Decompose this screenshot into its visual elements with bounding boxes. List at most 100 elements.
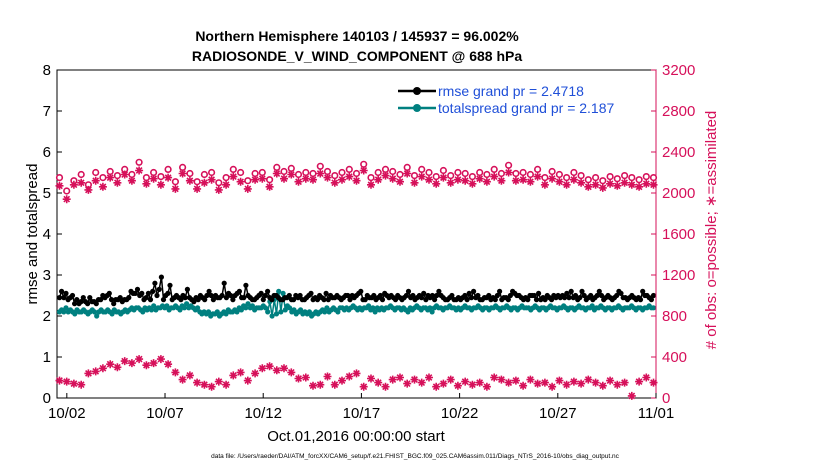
rmse-point [371, 292, 377, 299]
obs-possible-point [439, 166, 448, 175]
rmse-point [61, 295, 67, 301]
rmse-point [106, 290, 112, 296]
rmse-point [191, 299, 197, 305]
obs-possible-point [628, 174, 636, 182]
obs-possible-point [403, 163, 411, 171]
obs-assimilated-lower-point [620, 378, 629, 387]
obs-assimilated-lower-point [301, 373, 310, 382]
rmse-point [362, 297, 368, 303]
rmse-point [265, 288, 271, 294]
obs-possible-point [352, 169, 361, 178]
rmse-point [156, 286, 162, 292]
spread-point [291, 307, 297, 313]
obs-possible-point [309, 169, 317, 178]
obs-assimilated-lower-point [149, 359, 158, 368]
obs-assimilated-point [642, 179, 651, 188]
obs-possible-point [476, 168, 484, 177]
obs-possible-point [63, 187, 71, 195]
y2-tick-label: 1600 [662, 226, 695, 243]
obs-possible-point [164, 165, 172, 173]
obs-assimilated-point [526, 177, 535, 186]
rmse-point [497, 288, 503, 294]
legend-label-spread: totalspread grand pr = 2.187 [438, 100, 615, 116]
obs-possible-point [55, 174, 64, 182]
obs-assimilated-lower-point [135, 355, 144, 364]
obs-assimilated-lower-point [62, 377, 71, 386]
obs-possible-point [577, 172, 585, 180]
obs-possible-point [294, 170, 303, 179]
rmse-point [262, 292, 268, 299]
obs-assimilated-lower-point [410, 375, 419, 384]
rmse-point [462, 292, 468, 299]
legend: rmse grand pr = 2.4718 totalspread grand… [398, 83, 615, 116]
obs-assimilated-point [475, 174, 484, 183]
obs-assimilated-lower-point [381, 382, 390, 391]
spread-point [282, 307, 288, 313]
obs-assimilated-lower-point [511, 376, 520, 385]
obs-assimilated-lower-point [417, 378, 426, 387]
obs-assimilated-point [562, 180, 571, 189]
obs-assimilated-point [280, 174, 288, 183]
obs-assimilated-lower-point [598, 381, 607, 390]
y2-tick-label: 1200 [662, 267, 695, 284]
obs-possible-point [649, 174, 658, 182]
rmse-point [117, 295, 123, 301]
obs-possible-point [606, 173, 614, 181]
obs-assimilated-point [606, 179, 615, 188]
rmse-point [392, 297, 399, 303]
rmse-point [269, 297, 275, 303]
obs-assimilated-lower-point [533, 379, 542, 388]
obs-possible-point [338, 168, 346, 177]
obs-assimilated-lower-point [584, 375, 593, 384]
obs-possible-point [410, 172, 419, 180]
obs-possible-point [331, 172, 339, 180]
chart-title-line-2: RADIOSONDE_V_WIND_COMPONENT @ 688 hPa [192, 48, 522, 64]
rmse-point [525, 297, 531, 303]
obs-possible-point [620, 172, 629, 180]
rmse-point [210, 297, 216, 303]
obs-assimilated-lower-point [316, 380, 325, 389]
rmse-point [184, 286, 190, 292]
obs-assimilated-point [294, 177, 303, 186]
obs-assimilated-lower-point [642, 373, 651, 382]
rmse-point [132, 290, 138, 296]
rmse-point [377, 292, 383, 299]
rmse-point [588, 292, 594, 299]
y2-tick-label: 0 [662, 390, 670, 407]
obs-assimilated-lower-point [569, 377, 578, 386]
obs-possible-point [468, 173, 477, 181]
rmse-point [74, 297, 80, 303]
obs-assimilated-point [540, 180, 549, 189]
obs-assimilated-lower-point [482, 382, 491, 391]
obs-possible-point [584, 176, 592, 184]
rmse-point [72, 301, 78, 307]
obs-assimilated-point [439, 173, 448, 182]
x-tick-label: 10/12 [244, 405, 282, 422]
rmse-point [219, 292, 225, 299]
rmse-point [614, 292, 620, 299]
obs-assimilated-point [229, 172, 238, 181]
rmse-point [358, 288, 364, 294]
obs-assimilated-lower-point [106, 360, 115, 369]
obs-possible-point [505, 161, 513, 169]
rmse-point [139, 290, 145, 296]
rmse-point [321, 297, 327, 303]
rmse-point [637, 297, 644, 303]
spread-point [335, 309, 341, 315]
spread-point [223, 311, 229, 317]
obs-assimilated-point [497, 176, 506, 185]
y-tick-label: 2 [43, 308, 51, 325]
spread-point [148, 307, 155, 313]
obs-assimilated-point [468, 179, 477, 188]
obs-assimilated-point [106, 173, 115, 182]
obs-possible-point [432, 173, 440, 181]
rmse-point [449, 292, 455, 299]
obs-assimilated-point [127, 176, 136, 185]
rmse-point [160, 297, 167, 303]
data-file-footnote: data file: /Users/raeder/DAI/ATM_forcXX/… [211, 453, 620, 460]
obs-possible-point [157, 173, 165, 181]
obs-assimilated-lower-point [606, 376, 615, 385]
rmse-point [152, 280, 158, 286]
rmse-point [230, 297, 236, 303]
obs-possible-point [374, 168, 382, 177]
